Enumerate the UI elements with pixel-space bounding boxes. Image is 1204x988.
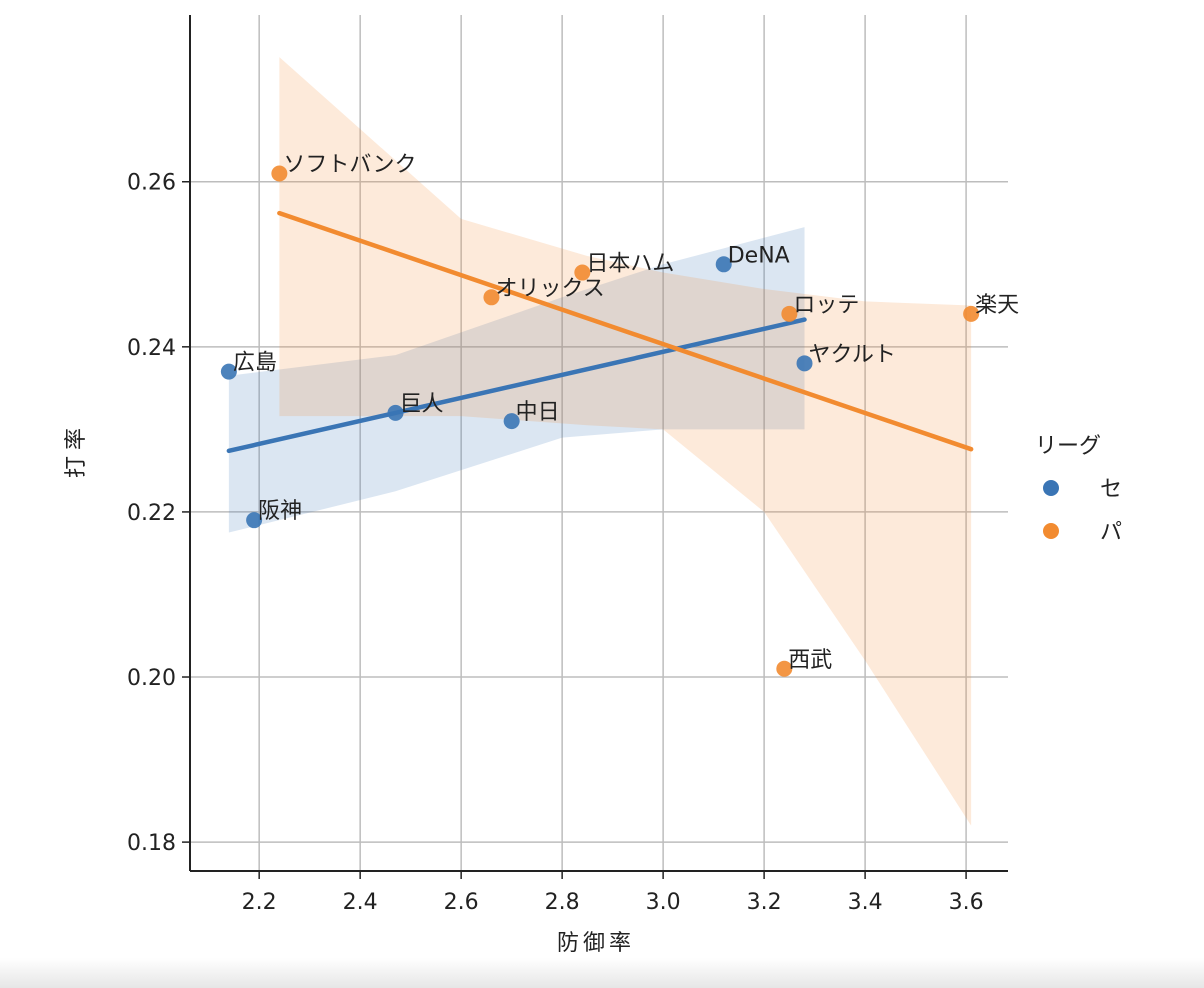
y-tick-label: 0.22: [127, 501, 176, 526]
confidence-band-セ: [228, 227, 805, 533]
data-point: [963, 305, 980, 322]
x-axis-label: 防御率: [557, 931, 635, 956]
point-label: ソフトバンク: [283, 152, 416, 177]
data-point: [781, 305, 798, 322]
data-point: [503, 413, 520, 430]
data-point: [271, 165, 288, 182]
point-label: オリックス: [495, 276, 604, 301]
x-tick-label: 3.6: [949, 890, 984, 915]
point-label: ヤクルト: [809, 342, 896, 367]
point-label: 広島: [233, 351, 277, 376]
y-axis-label: 打率: [64, 422, 89, 478]
data-point: [776, 660, 793, 677]
confidence-band-パ: [279, 57, 972, 826]
data-point: [387, 404, 404, 421]
x-tick-label: 2.2: [242, 890, 277, 915]
point-label: 日本ハム: [586, 252, 674, 277]
y-tick-label: 0.24: [127, 336, 176, 361]
point-label: DeNA: [728, 243, 790, 268]
point-label: 西武: [788, 648, 832, 673]
legend-marker: [1043, 480, 1059, 496]
legend-title: リーグ: [1035, 434, 1101, 459]
x-tick-label: 3.0: [646, 890, 681, 915]
point-label: 楽天: [975, 293, 1019, 318]
y-tick-label: 0.18: [127, 831, 176, 856]
x-tick-label: 2.8: [545, 890, 580, 915]
x-tick-label: 3.4: [848, 890, 883, 915]
point-label: 阪神: [258, 499, 302, 524]
x-tick-label: 3.2: [747, 890, 782, 915]
point-label: 巨人: [400, 392, 444, 417]
legend-label: パ: [1100, 520, 1122, 545]
y-tick-label: 0.26: [127, 171, 176, 196]
legend-label: セ: [1100, 477, 1122, 502]
data-point: [220, 363, 237, 380]
window-bottom-edge: [0, 958, 1204, 988]
data-point: [796, 355, 813, 372]
x-tick-label: 2.6: [444, 890, 479, 915]
legend-marker: [1043, 523, 1059, 539]
y-tick-label: 0.20: [127, 666, 176, 691]
data-point: [246, 512, 263, 529]
x-tick-label: 2.4: [343, 890, 378, 915]
point-label: 中日: [516, 400, 560, 425]
data-point: [715, 256, 732, 273]
data-point: [483, 289, 500, 306]
regression-line-パ: [277, 210, 974, 452]
point-label: ロッテ: [793, 293, 859, 318]
data-point: [574, 264, 591, 281]
regression-line-セ: [226, 317, 807, 454]
